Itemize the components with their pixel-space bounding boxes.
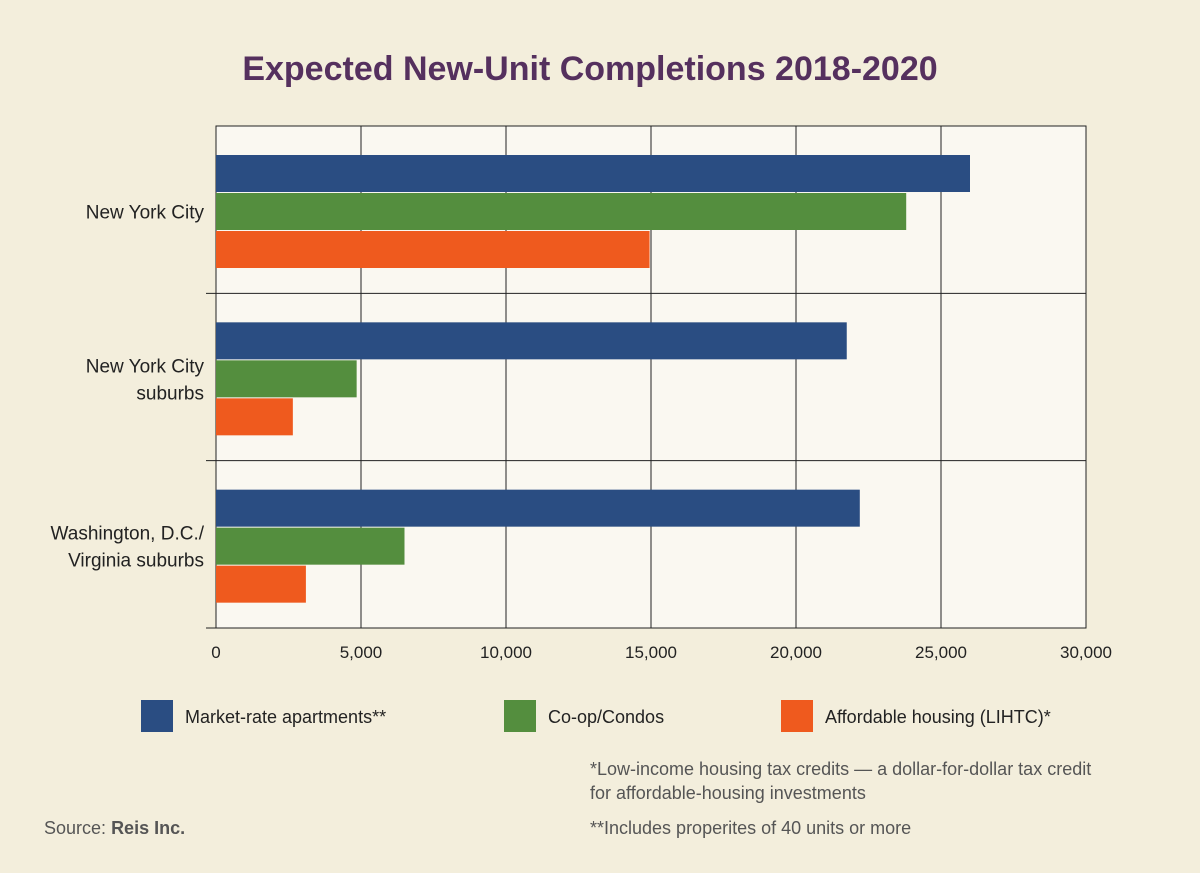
category-label-line: Virginia suburbs <box>68 551 204 572</box>
bar <box>216 231 650 268</box>
source-credit: Source: Reis Inc. <box>44 818 185 839</box>
x-tick-label: 20,000 <box>770 643 822 662</box>
legend: Market-rate apartments** Co-op/Condos Affo… <box>141 700 1051 732</box>
bars <box>216 155 970 603</box>
category-labels: New York City New York City suburbs Washing… <box>51 203 205 572</box>
legend-swatch <box>781 700 813 732</box>
category-label: New York City suburbs <box>86 356 205 404</box>
footnote-market-rate: **Includes properites of 40 units or mor… <box>590 818 912 838</box>
footnote-lihtc: *Low-income housing tax credits — a doll… <box>590 759 1092 803</box>
bar <box>216 565 306 603</box>
x-tick-label: 25,000 <box>915 643 967 662</box>
x-tick-label: 0 <box>211 643 220 662</box>
bar <box>216 155 970 192</box>
x-tick-label: 10,000 <box>480 643 532 662</box>
x-tick-labels: 0 5,000 10,000 15,000 20,000 25,000 30,000 <box>211 643 1112 662</box>
bar <box>216 527 405 565</box>
bar <box>216 398 293 436</box>
bar <box>216 193 907 230</box>
category-label-line: New York City <box>86 203 205 224</box>
source-label: Source: <box>44 818 107 838</box>
category-label: New York City <box>86 203 205 224</box>
bar <box>216 360 357 398</box>
bar <box>216 322 847 360</box>
legend-swatch <box>504 700 536 732</box>
bar <box>216 489 860 527</box>
category-label-line: suburbs <box>136 383 204 404</box>
x-tick-label: 30,000 <box>1060 643 1112 662</box>
legend-label: Market-rate apartments** <box>185 707 386 727</box>
category-label-line: Washington, D.C./ <box>51 524 205 545</box>
legend-swatch <box>141 700 173 732</box>
chart-title: Expected New-Unit Completions 2018-2020 <box>242 50 938 88</box>
x-tick-label: 15,000 <box>625 643 677 662</box>
legend-label: Co-op/Condos <box>548 707 664 727</box>
source-name: Reis Inc. <box>111 818 186 838</box>
x-tick-label: 5,000 <box>340 643 383 662</box>
legend-label: Affordable housing (LIHTC)* <box>825 707 1051 727</box>
category-label-line: New York City <box>86 356 205 377</box>
category-label: Washington, D.C./ Virginia suburbs <box>51 524 205 572</box>
gridlines <box>206 126 1087 629</box>
